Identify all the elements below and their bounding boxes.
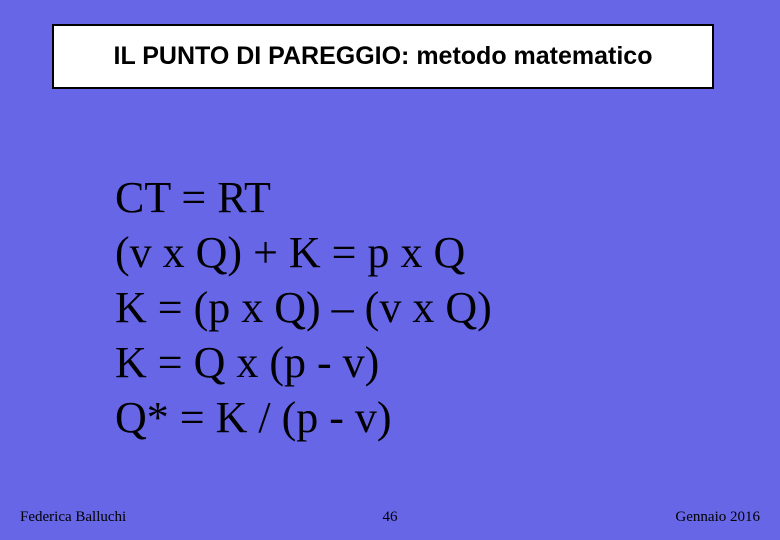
equation-line: K = (p x Q) – (v x Q) [115,280,492,335]
footer-page-number: 46 [383,509,398,526]
slide: IL PUNTO DI PAREGGIO: metodo matematico … [0,0,780,540]
equation-line: (v x Q) + K = p x Q [115,225,492,280]
footer-author: Federica Balluchi [20,509,126,526]
title-text: IL PUNTO DI PAREGGIO: metodo matematico [114,42,653,71]
title-box: IL PUNTO DI PAREGGIO: metodo matematico [52,24,714,89]
equation-line: K = Q x (p - v) [115,335,492,390]
equation-line: Q* = K / (p - v) [115,390,492,445]
equation-line: CT = RT [115,170,492,225]
equations-block: CT = RT (v x Q) + K = p x Q K = (p x Q) … [115,170,492,445]
footer-date: Gennaio 2016 [675,509,760,526]
